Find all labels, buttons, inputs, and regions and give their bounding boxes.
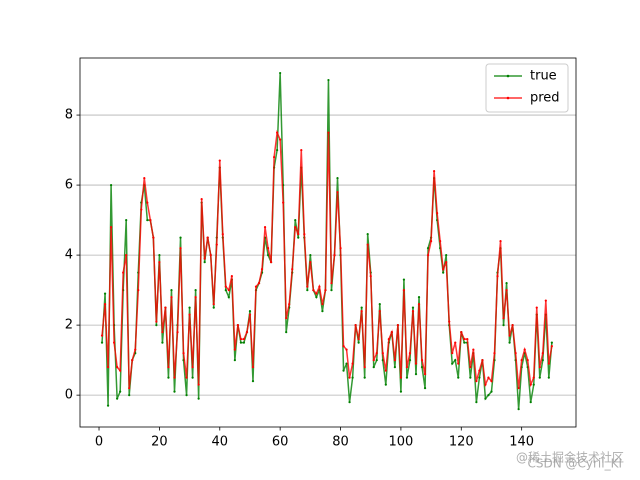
legend-label: true (530, 69, 557, 84)
x-tick-label: 40 (212, 435, 229, 450)
x-tick-label: 120 (449, 435, 474, 450)
line-series (100, 129, 553, 390)
x-tick-label: 0 (95, 435, 103, 450)
y-tick-label: 4 (65, 248, 73, 263)
watermark: @稀土掘金技术社区 (516, 450, 624, 465)
y-tick-label: 2 (65, 318, 73, 333)
legend-marker (506, 74, 510, 78)
plot-frame (79, 57, 577, 428)
watermark: CSDN @Cyril_KI (527, 457, 622, 471)
y-tick-label: 0 (65, 388, 73, 403)
legend-marker (506, 96, 510, 100)
x-tick-label: 80 (332, 435, 349, 450)
x-tick-label: 60 (272, 435, 289, 450)
y-tick-label: 6 (65, 178, 73, 193)
y-tick-label: 8 (65, 108, 73, 123)
x-tick-label: 100 (388, 435, 413, 450)
legend-label: pred (530, 91, 560, 106)
x-tick-label: 140 (509, 435, 534, 450)
x-tick-label: 20 (151, 435, 168, 450)
